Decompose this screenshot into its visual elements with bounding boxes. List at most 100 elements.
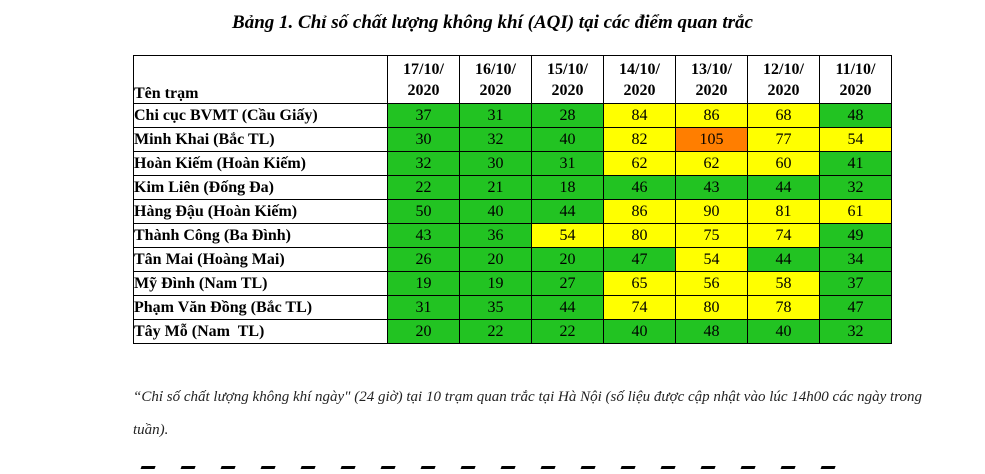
- aqi-value-cell: 78: [747, 295, 820, 320]
- aqi-value-cell: 75: [675, 223, 748, 248]
- aqi-value-cell: 21: [459, 175, 532, 200]
- aqi-value-cell: 81: [747, 199, 820, 224]
- aqi-value-cell: 41: [819, 151, 892, 176]
- aqi-value-cell: 68: [747, 103, 820, 128]
- cropped-text-line: [140, 462, 860, 474]
- table-row: Phạm Văn Đồng (Bắc TL) 31 35 44 74 80 78 47: [133, 295, 892, 320]
- aqi-value-cell: 65: [603, 271, 676, 296]
- aqi-value-cell: 31: [387, 295, 460, 320]
- aqi-value-cell: 43: [387, 223, 460, 248]
- aqi-value-cell: 40: [603, 319, 676, 344]
- aqi-value-cell: 46: [603, 175, 676, 200]
- aqi-value-cell: 22: [531, 319, 604, 344]
- aqi-value-cell: 44: [747, 175, 820, 200]
- station-name: Chi cục BVMT (Cầu Giấy): [133, 103, 388, 128]
- aqi-value-cell: 32: [819, 175, 892, 200]
- aqi-value-cell: 58: [747, 271, 820, 296]
- header-row: Tên trạm 17/10/2020 16/10/2020 15/10/202…: [133, 55, 892, 104]
- aqi-value-cell: 105: [675, 127, 748, 152]
- aqi-value-cell: 43: [675, 175, 748, 200]
- aqi-value-cell: 31: [459, 103, 532, 128]
- date-header: 13/10/2020: [675, 55, 748, 104]
- station-name: Tân Mai (Hoàng Mai): [133, 247, 388, 272]
- aqi-value-cell: 47: [603, 247, 676, 272]
- aqi-value-cell: 50: [387, 199, 460, 224]
- station-header: Tên trạm: [133, 55, 388, 104]
- aqi-value-cell: 84: [603, 103, 676, 128]
- aqi-value-cell: 22: [387, 175, 460, 200]
- table-row: Kim Liên (Đống Đa) 22 21 18 46 43 44 32: [133, 175, 892, 200]
- aqi-value-cell: 20: [387, 319, 460, 344]
- aqi-value-cell: 56: [675, 271, 748, 296]
- aqi-value-cell: 27: [531, 271, 604, 296]
- aqi-value-cell: 40: [459, 199, 532, 224]
- aqi-value-cell: 19: [387, 271, 460, 296]
- aqi-value-cell: 34: [819, 247, 892, 272]
- aqi-value-cell: 30: [459, 151, 532, 176]
- aqi-value-cell: 48: [819, 103, 892, 128]
- aqi-value-cell: 36: [459, 223, 532, 248]
- table-row: Minh Khai (Bắc TL) 30 32 40 82 105 77 54: [133, 127, 892, 152]
- aqi-value-cell: 40: [531, 127, 604, 152]
- aqi-value-cell: 44: [531, 199, 604, 224]
- station-name: Hoàn Kiếm (Hoàn Kiếm): [133, 151, 388, 176]
- aqi-value-cell: 37: [387, 103, 460, 128]
- aqi-value-cell: 47: [819, 295, 892, 320]
- aqi-value-cell: 35: [459, 295, 532, 320]
- table-row: Tây Mỗ (Nam TL) 20 22 22 40 48 40 32: [133, 319, 892, 344]
- table-row: Chi cục BVMT (Cầu Giấy) 37 31 28 84 86 68 48: [133, 103, 892, 128]
- aqi-value-cell: 54: [531, 223, 604, 248]
- aqi-value-cell: 26: [387, 247, 460, 272]
- station-name: Hàng Đậu (Hoàn Kiếm): [133, 199, 388, 224]
- station-name: Phạm Văn Đồng (Bắc TL): [133, 295, 388, 320]
- aqi-value-cell: 37: [819, 271, 892, 296]
- aqi-value-cell: 20: [459, 247, 532, 272]
- table-row: Hàng Đậu (Hoàn Kiếm) 50 40 44 86 90 81 61: [133, 199, 892, 224]
- aqi-value-cell: 44: [747, 247, 820, 272]
- aqi-value-cell: 40: [747, 319, 820, 344]
- table-row: Tân Mai (Hoàng Mai) 26 20 20 47 54 44 34: [133, 247, 892, 272]
- table-row: Thành Công (Ba Đình) 43 36 54 80 75 74 49: [133, 223, 892, 248]
- aqi-value-cell: 48: [675, 319, 748, 344]
- aqi-value-cell: 54: [675, 247, 748, 272]
- aqi-table: Tên trạm 17/10/2020 16/10/2020 15/10/202…: [133, 55, 892, 344]
- aqi-value-cell: 60: [747, 151, 820, 176]
- aqi-value-cell: 28: [531, 103, 604, 128]
- aqi-value-cell: 74: [747, 223, 820, 248]
- aqi-value-cell: 32: [459, 127, 532, 152]
- aqi-value-cell: 19: [459, 271, 532, 296]
- table-title: Bảng 1. Chỉ số chất lượng không khí (AQI…: [232, 12, 753, 33]
- date-header: 12/10/2020: [747, 55, 820, 104]
- aqi-value-cell: 82: [603, 127, 676, 152]
- station-name: Thành Công (Ba Đình): [133, 223, 388, 248]
- table-caption: “Chỉ số chất lượng không khí ngày" (24 g…: [133, 389, 922, 438]
- station-name: Mỹ Đình (Nam TL): [133, 271, 388, 296]
- station-name: Kim Liên (Đống Đa): [133, 175, 388, 200]
- station-name: Minh Khai (Bắc TL): [133, 127, 388, 152]
- table-row: Hoàn Kiếm (Hoàn Kiếm) 32 30 31 62 62 60 41: [133, 151, 892, 176]
- date-header: 11/10/2020: [819, 55, 892, 104]
- aqi-value-cell: 86: [603, 199, 676, 224]
- aqi-value-cell: 77: [747, 127, 820, 152]
- aqi-value-cell: 86: [675, 103, 748, 128]
- aqi-value-cell: 44: [531, 295, 604, 320]
- aqi-value-cell: 80: [603, 223, 676, 248]
- aqi-value-cell: 90: [675, 199, 748, 224]
- aqi-value-cell: 18: [531, 175, 604, 200]
- station-name: Tây Mỗ (Nam TL): [133, 319, 388, 344]
- aqi-value-cell: 20: [531, 247, 604, 272]
- aqi-value-cell: 61: [819, 199, 892, 224]
- aqi-value-cell: 30: [387, 127, 460, 152]
- aqi-value-cell: 62: [603, 151, 676, 176]
- date-header: 16/10/2020: [459, 55, 532, 104]
- aqi-value-cell: 32: [819, 319, 892, 344]
- date-header: 17/10/2020: [387, 55, 460, 104]
- aqi-value-cell: 74: [603, 295, 676, 320]
- aqi-value-cell: 49: [819, 223, 892, 248]
- date-header: 14/10/2020: [603, 55, 676, 104]
- aqi-value-cell: 62: [675, 151, 748, 176]
- aqi-value-cell: 32: [387, 151, 460, 176]
- date-header: 15/10/2020: [531, 55, 604, 104]
- table-row: Mỹ Đình (Nam TL) 19 19 27 65 56 58 37: [133, 271, 892, 296]
- aqi-value-cell: 54: [819, 127, 892, 152]
